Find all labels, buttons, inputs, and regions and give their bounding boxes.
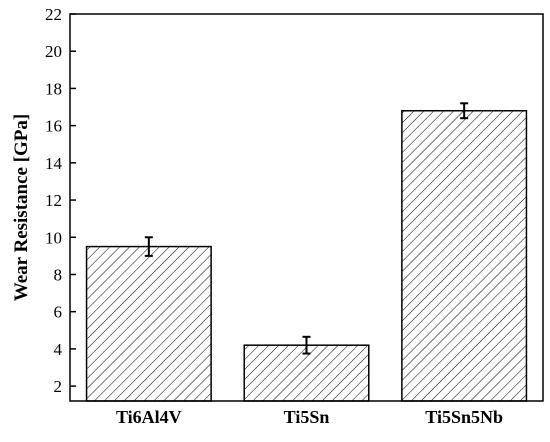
y-tick-label: 6 <box>54 303 63 322</box>
y-tick-label: 2 <box>54 377 63 396</box>
category-label: Ti6Al4V <box>116 407 182 427</box>
category-label: Ti5Sn <box>284 407 330 427</box>
y-axis-title: Wear Resistance [GPa] <box>11 114 32 302</box>
bar <box>85 245 212 402</box>
bar <box>401 110 528 402</box>
y-tick-label: 18 <box>45 79 62 98</box>
y-tick-label: 16 <box>45 117 62 136</box>
error-bar <box>144 236 153 257</box>
y-ticks-layer: 2 4 6 8 10 12 14 16 18 20 22 <box>45 5 76 396</box>
y-tick-label: 14 <box>45 154 63 173</box>
error-bars-layer <box>144 102 469 355</box>
error-bar <box>302 335 311 355</box>
y-tick-label: 8 <box>54 265 63 284</box>
category-labels-layer: Ti6Al4V Ti5Sn Ti5Sn5Nb <box>116 407 503 427</box>
y-tick-label: 10 <box>45 228 62 247</box>
category-label: Ti5Sn5Nb <box>425 407 503 427</box>
plot-frame <box>69 13 544 402</box>
y-tick-label: 22 <box>45 5 62 24</box>
y-tick-label: 20 <box>45 42 62 61</box>
y-tick-label: 4 <box>54 340 63 359</box>
error-bar <box>460 102 469 120</box>
y-tick-label: 12 <box>45 191 62 210</box>
